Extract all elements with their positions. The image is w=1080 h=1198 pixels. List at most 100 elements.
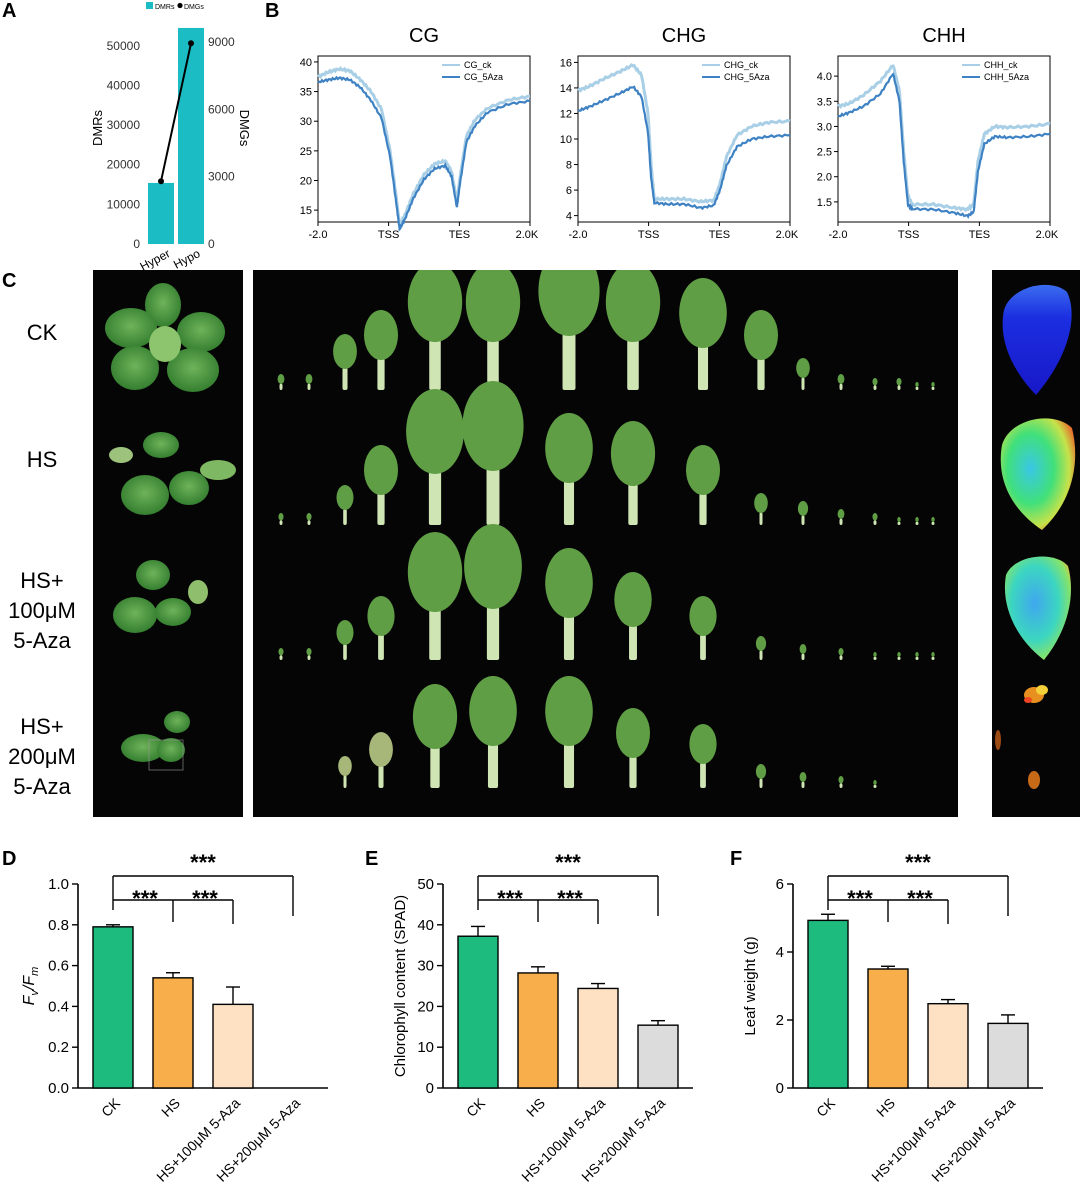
ylabel-part: m [29, 967, 41, 976]
ylabel-part: v [29, 989, 41, 996]
leaf-petiole [563, 743, 575, 788]
detached-leaves-photo [253, 246, 958, 817]
leaf-blade [338, 756, 352, 776]
ytick-label: 25 [300, 146, 312, 158]
title-b-chh: CHH [922, 25, 965, 47]
leaf-blade [755, 764, 767, 779]
ytick-label: 4.0 [817, 71, 832, 83]
detached-leaves-drawing [277, 246, 935, 788]
sig-label-hs200: *** [555, 852, 581, 875]
ytick-label: 12 [560, 108, 572, 120]
xtick-label: TSS [898, 229, 919, 241]
ytick-label: 20 [417, 998, 434, 1015]
leaf-petiole [429, 608, 441, 660]
legend-label-chh_5aza: CHH_5Aza [984, 72, 1029, 82]
leaf-petiole [839, 383, 843, 390]
xtick-label-0: CK [813, 1094, 839, 1120]
leaf-petiole [700, 634, 706, 660]
leaf-petiole [915, 386, 919, 390]
leaf-petiole [378, 634, 384, 660]
ylabel-part: F [21, 975, 38, 986]
legend-dmrs-label: DMRs [155, 4, 175, 11]
leaf-petiole [343, 509, 347, 525]
leaf-blade [755, 636, 767, 651]
sig-label-hs200: *** [905, 852, 931, 875]
leaf-petiole [563, 615, 575, 660]
leaf-blade [838, 648, 844, 656]
panel-label-f: F [730, 848, 743, 870]
leaf-petiole [629, 624, 637, 660]
leaf-blade [277, 374, 285, 384]
xtick-label: 2.0Kb [776, 229, 798, 241]
leaf-petiole [931, 386, 935, 390]
plant-hs [109, 432, 236, 515]
line-dmgs [160, 43, 192, 182]
legend-label-chg_ck: CHG_ck [724, 60, 759, 70]
fluorescence-leaf-hs200 [995, 685, 1048, 789]
leaf-blade [915, 517, 919, 522]
xtick-label: -2.0 [829, 229, 848, 241]
ytick-label: 35 [300, 87, 312, 99]
leaf-blade [545, 413, 593, 483]
plant-hs200 [121, 711, 190, 771]
bar-0 [92, 926, 134, 1089]
bar-1 [152, 977, 194, 1089]
ytick-label: 2.5 [817, 147, 832, 159]
leaf-petiole [801, 515, 805, 525]
point-dmgs-hyper [158, 178, 164, 185]
leaf-blade [689, 724, 717, 764]
ytick-label: 50 [417, 876, 434, 893]
leaf-petiole [873, 520, 877, 525]
ytick-label: 30 [417, 958, 434, 975]
leaf-petiole [801, 653, 805, 660]
xtick-label-1: HS [158, 1095, 183, 1120]
xtick-label: -2.0 [309, 229, 328, 241]
leaf-blade [873, 652, 877, 657]
panel-label-c: C [2, 270, 17, 292]
leaf-blade [305, 374, 313, 384]
fluorescence-leaf-hs [1000, 418, 1076, 530]
xtick-label-1: HS [873, 1095, 898, 1120]
leaf-blade [931, 517, 935, 522]
ytick-label: 14 [560, 83, 572, 95]
ylabel-part: / [21, 984, 38, 991]
ytick-dmgs-3000: 3000 [208, 170, 235, 184]
leaf-blade [799, 644, 807, 654]
ytick-label: 16 [560, 57, 572, 69]
leaf-blade [369, 732, 393, 767]
leaf-blade [545, 676, 593, 746]
leaf-petiole [428, 470, 442, 525]
chart-e-chlorophyll: 0 10 20 30 40 50 Chlorophyll content (SPAD) CK H… [392, 852, 693, 1185]
leaf-petiole [700, 762, 706, 788]
leaf-petiole [697, 345, 709, 390]
leaf-blade [462, 381, 524, 471]
leaf-petiole [699, 493, 707, 525]
ytick-label: 3.0 [817, 121, 832, 133]
leaf-petiole [486, 467, 500, 525]
ytick-dmrs-10000: 10000 [107, 197, 141, 211]
bar-3 [987, 1022, 1029, 1089]
xtick-label: TES [449, 229, 470, 241]
ylabel-dmrs: DMRs [90, 109, 105, 146]
leaf-blade [336, 620, 354, 645]
ytick-label: 0 [426, 1080, 434, 1097]
xtick-label: -2.0 [569, 229, 588, 241]
leaf-petiole [563, 480, 575, 525]
xtick-label: TES [969, 229, 990, 241]
xtick-label-1: HS [523, 1095, 548, 1120]
leaf-petiole [343, 775, 347, 788]
fluorescence-leaf-hs100 [1004, 556, 1071, 660]
xtick-label-0: CK [98, 1094, 124, 1120]
leaf-petiole [342, 367, 348, 390]
leaf-petiole [759, 512, 763, 525]
ytick-label: 15 [300, 205, 312, 217]
xtick-hyper: Hyper [138, 246, 173, 270]
ytick-label: 8 [566, 160, 572, 172]
plant-ck [105, 283, 225, 392]
bar-dmrs-hyper [148, 182, 174, 244]
leaf-petiole [897, 656, 901, 660]
legend-label-cg_5aza: CG_5Aza [464, 72, 503, 82]
leaf-blade [333, 334, 357, 369]
leaf-blade [605, 262, 661, 342]
sig-label-hs100: *** [907, 886, 933, 911]
